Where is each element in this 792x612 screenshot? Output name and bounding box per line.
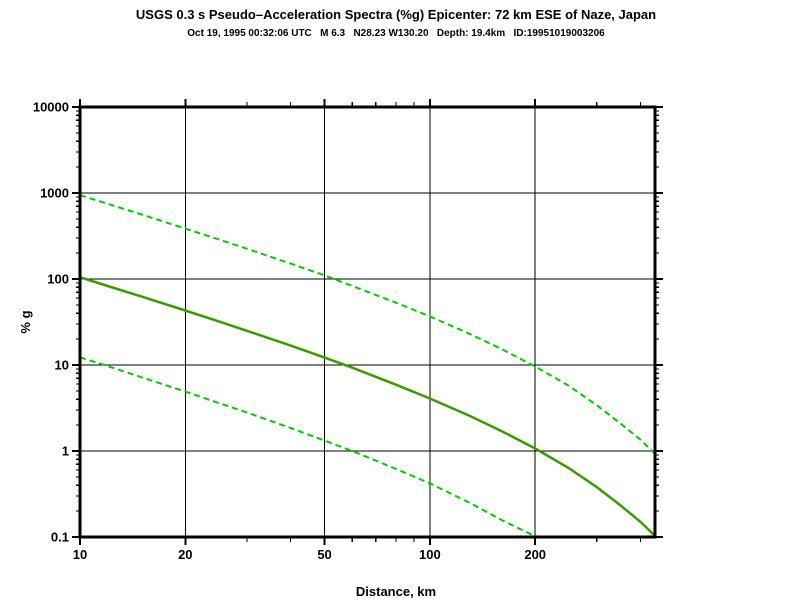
x-tick-label: 10 [73, 547, 87, 562]
y-tick-label: 1 [62, 444, 69, 459]
plot-frame [78, 105, 657, 539]
x-tick-label: 200 [524, 547, 546, 562]
x-tick-label: 20 [178, 547, 192, 562]
axis-ticks [72, 99, 663, 545]
y-tick-label: 100 [47, 272, 69, 287]
gridlines [80, 107, 655, 537]
x-tick-label: 100 [419, 547, 441, 562]
y-tick-label: 10 [55, 358, 69, 373]
x-axis-label: Distance, km [356, 584, 436, 599]
lower-bound-curve [80, 356, 538, 537]
y-tick-label: 1000 [40, 186, 69, 201]
y-tick-label: 10000 [33, 100, 69, 115]
tick-labels: 10 20 50 100 200 0.1 1 10 100 1000 10000 [33, 100, 546, 563]
x-tick-label: 50 [317, 547, 331, 562]
curves [80, 194, 655, 537]
upper-bound-curve [80, 194, 655, 455]
chart-title: USGS 0.3 s Pseudo–Acceleration Spectra (… [135, 7, 657, 22]
y-axis-label: % g [18, 310, 33, 333]
y-tick-label: 0.1 [51, 530, 69, 545]
chart-subtitle: Oct 19, 1995 00:32:06 UTC M 6.3 N28.23 W… [187, 28, 605, 39]
median-curve [80, 276, 655, 537]
